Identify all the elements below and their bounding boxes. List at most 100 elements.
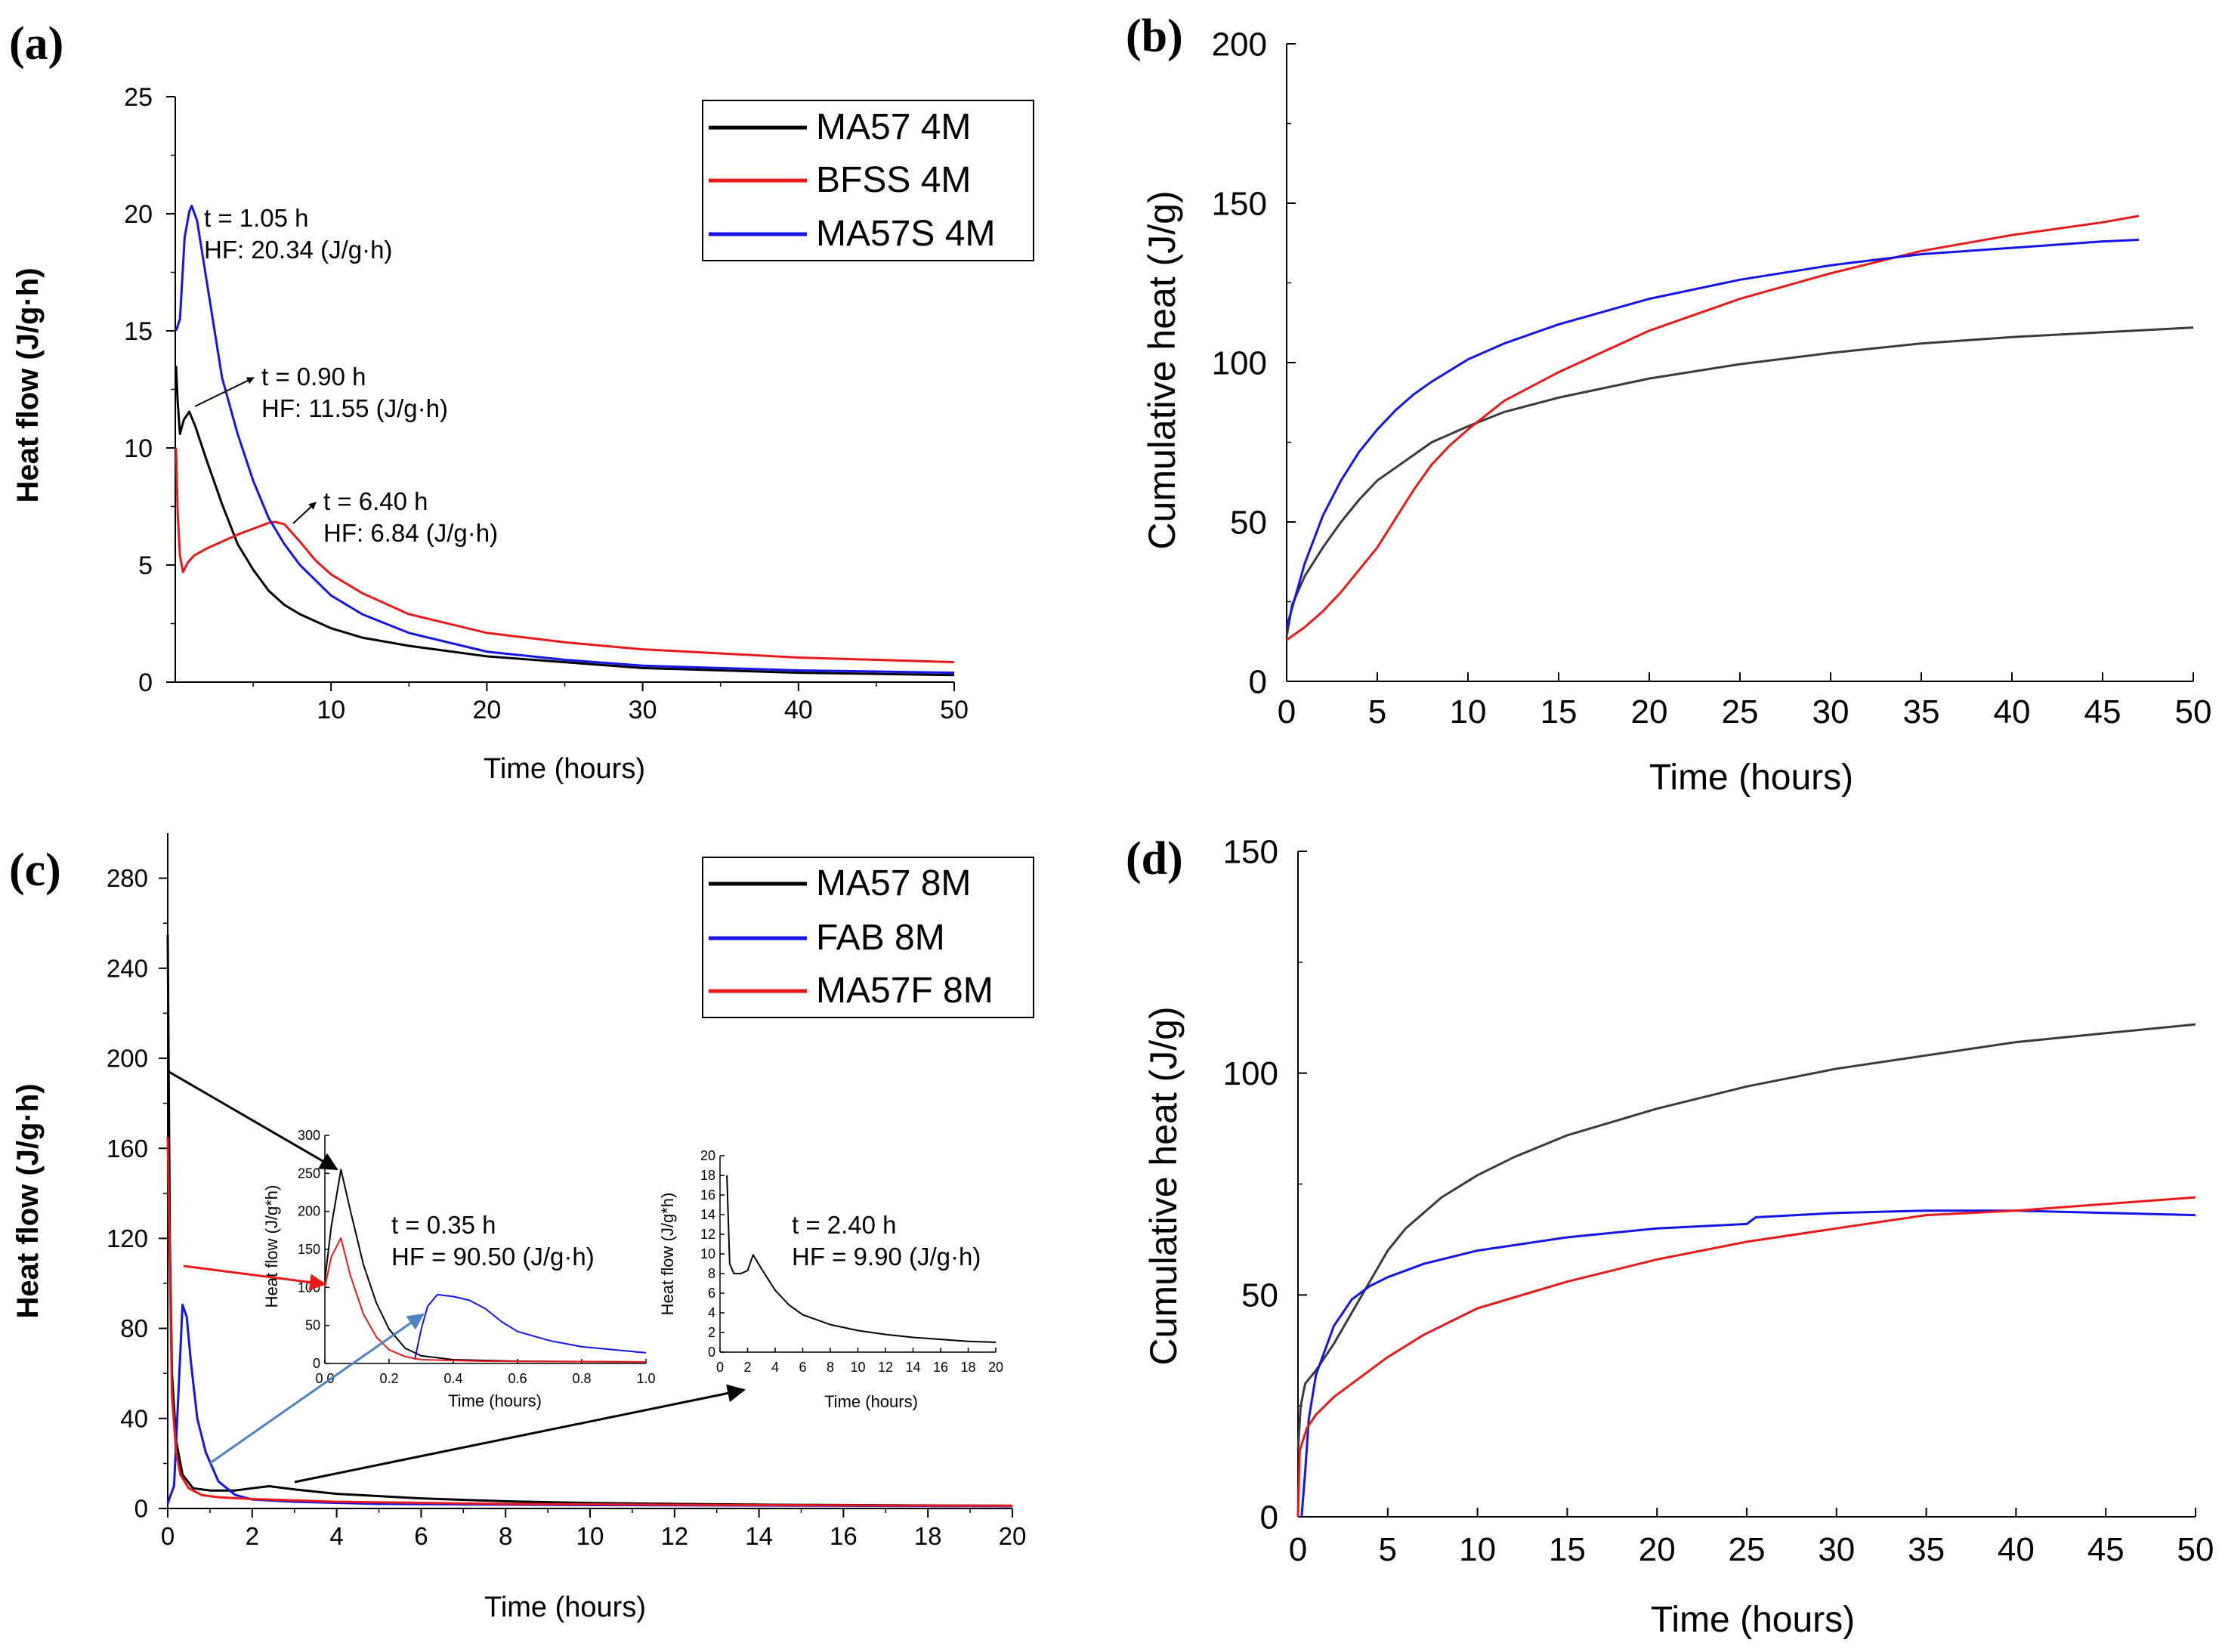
y-axis-title-b: Cumulative heat (J/g) [1141, 190, 1183, 549]
xtick-label-b-10: 50 [2175, 693, 2212, 730]
xtick-label-i2-5: 10 [850, 1360, 865, 1375]
series-b-bfss-4m [1286, 215, 2140, 641]
xtick-label-b-1: 5 [1368, 693, 1386, 730]
xtick-label-b-3: 15 [1541, 693, 1578, 730]
ytick-label-a-4: 20 [124, 200, 153, 229]
xtick-label-b-5: 25 [1722, 693, 1759, 730]
xtick-label-c-9: 18 [914, 1522, 942, 1550]
xtick-label-b-9: 45 [2084, 693, 2121, 730]
xtick-label-i1-0: 0.0 [315, 1371, 334, 1386]
ytick-label-i2-9: 18 [700, 1168, 715, 1183]
annotation-c1-line1: t = 0.35 h [391, 1211, 496, 1239]
xtick-label-d-5: 25 [1729, 1531, 1766, 1568]
annotation-c1-line2: HF = 90.50 (J/g·h) [391, 1243, 595, 1271]
xtick-label-i2-10: 20 [988, 1360, 1003, 1375]
annotation-a2-arrow [194, 377, 255, 407]
ytick-label-i1-0: 0 [313, 1356, 320, 1371]
panel-b: (b) 0 50 100 150 200 0 5 10 15 20 25 30 35 40 45 50 Ti… [1126, 11, 2211, 798]
panel-label-a: (a) [9, 18, 63, 69]
series-b-ma57-4m [1285, 326, 2194, 638]
ytick-label-c-3: 120 [107, 1224, 148, 1252]
legend-a-label-1: BFSS 4M [816, 160, 971, 200]
legend-c-label-0: MA57 8M [816, 863, 971, 903]
annotation-c2-line2: HF = 9.90 (J/g·h) [792, 1243, 981, 1271]
panel-label-c: (c) [9, 845, 61, 896]
ytick-label-c-2: 80 [120, 1314, 148, 1342]
pointer-arrow-red [183, 1264, 326, 1291]
series-d-fab-8m [1300, 1209, 2196, 1518]
series-d-ma57f-8m [1296, 1196, 2196, 1518]
legend-c: MA57 8M FAB 8M MA57F 8M [702, 857, 1034, 1018]
xtick-label-c-4: 8 [499, 1522, 512, 1550]
pointer-arrow-black-bottom [294, 1384, 746, 1484]
ytick-label-i1-4: 200 [298, 1204, 320, 1219]
xtick-label-i2-2: 4 [771, 1360, 779, 1375]
xtick-label-d-10: 50 [2177, 1531, 2214, 1568]
xtick-label-i2-0: 0 [716, 1360, 724, 1375]
xtick-label-b-0: 0 [1278, 693, 1296, 730]
ytick-label-b-0: 0 [1249, 663, 1267, 700]
ytick-label-c-0: 0 [134, 1495, 148, 1523]
ytick-label-i2-7: 14 [700, 1207, 715, 1222]
panel-label-b: (b) [1126, 11, 1183, 62]
legend-c-label-1: FAB 8M [816, 918, 945, 958]
xtick-label-d-7: 35 [1908, 1531, 1945, 1568]
xtick-label-i1-4: 0.8 [572, 1371, 591, 1386]
ytick-label-i1-6: 300 [298, 1128, 320, 1143]
xtick-label-c-3: 6 [414, 1522, 428, 1550]
pointer-arrow-blue [209, 1313, 425, 1465]
legend-a-label-0: MA57 4M [816, 107, 971, 147]
x-axis-title-c: Time (hours) [484, 1592, 646, 1623]
x-axis-title-a: Time (hours) [484, 753, 645, 785]
series-a-ma57s-4m [175, 205, 955, 675]
xtick-label-i2-8: 16 [933, 1360, 948, 1375]
ytick-label-c-4: 160 [107, 1135, 148, 1163]
annotation-a3-line2: HF: 6.84 (J/g·h) [323, 519, 498, 547]
xtick-label-i1-5: 1.0 [636, 1371, 655, 1386]
xtick-label-c-5: 10 [576, 1522, 604, 1550]
series-d-ma57-8m [1296, 1023, 2196, 1450]
inset-2-x-title: Time (hours) [824, 1392, 918, 1411]
ytick-label-a-3: 15 [124, 317, 153, 346]
ytick-label-b-4: 200 [1212, 26, 1267, 63]
series-a-bfss-4m [175, 447, 955, 664]
xtick-label-b-7: 35 [1903, 693, 1940, 730]
xtick-label-i2-4: 8 [827, 1360, 834, 1375]
legend-c-label-2: MA57F 8M [816, 971, 994, 1011]
xtick-label-a-3: 40 [784, 696, 813, 724]
xtick-label-c-0: 0 [161, 1522, 175, 1550]
x-axis-title-b: Time (hours) [1649, 758, 1853, 798]
ytick-label-i2-0: 0 [708, 1345, 715, 1360]
xtick-label-i1-2: 0.4 [443, 1371, 462, 1386]
xtick-label-c-10: 20 [999, 1522, 1027, 1550]
series-i1-fab-8m [414, 1293, 647, 1360]
annotation-a2-line1: t = 0.90 h [261, 363, 366, 391]
xtick-label-b-8: 40 [1994, 693, 2031, 730]
xtick-label-c-7: 14 [745, 1522, 773, 1550]
annotation-a3-arrow [292, 502, 317, 524]
ytick-label-i2-10: 20 [700, 1148, 715, 1163]
panel-a: (a) 0 5 10 15 20 25 10 20 30 40 50 Time (hours) H… [9, 18, 1034, 785]
annotation-a1-line2: HF: 20.34 (J/g·h) [204, 236, 392, 264]
ytick-label-a-5: 25 [124, 83, 153, 112]
ytick-label-i1-3: 150 [298, 1242, 320, 1257]
xtick-label-c-8: 16 [830, 1522, 858, 1550]
series-a-ma57-4m [175, 366, 955, 677]
y-axis-title-c: Heat flow (J/g·h) [11, 1083, 45, 1318]
xtick-label-i2-6: 12 [878, 1360, 893, 1375]
ytick-label-b-3: 150 [1212, 185, 1267, 222]
xtick-label-i1-1: 0.2 [379, 1371, 398, 1386]
legend-a-label-2: MA57S 4M [816, 214, 995, 254]
inset-2: 0 2 4 6 8 10 12 14 16 18 20 0 2 4 6 8 10 12 14 16 18 20 Time… [658, 1148, 1003, 1411]
inset-2-y-title: Heat flow (J/g*h) [658, 1193, 677, 1316]
inset-1-x-title: Time (hours) [448, 1391, 542, 1410]
xtick-label-i2-3: 6 [799, 1360, 806, 1375]
annotation-a3-line1: t = 6.40 h [323, 487, 428, 515]
series-i1-ma57f-8m [324, 1237, 647, 1363]
y-axis-title-a: Heat flow (J/g·h) [11, 267, 45, 502]
ytick-label-a-1: 5 [138, 551, 153, 580]
xtick-label-b-4: 20 [1631, 693, 1668, 730]
series-c-ma57f-8m [166, 1137, 1013, 1507]
ytick-label-d-2: 100 [1223, 1055, 1278, 1092]
